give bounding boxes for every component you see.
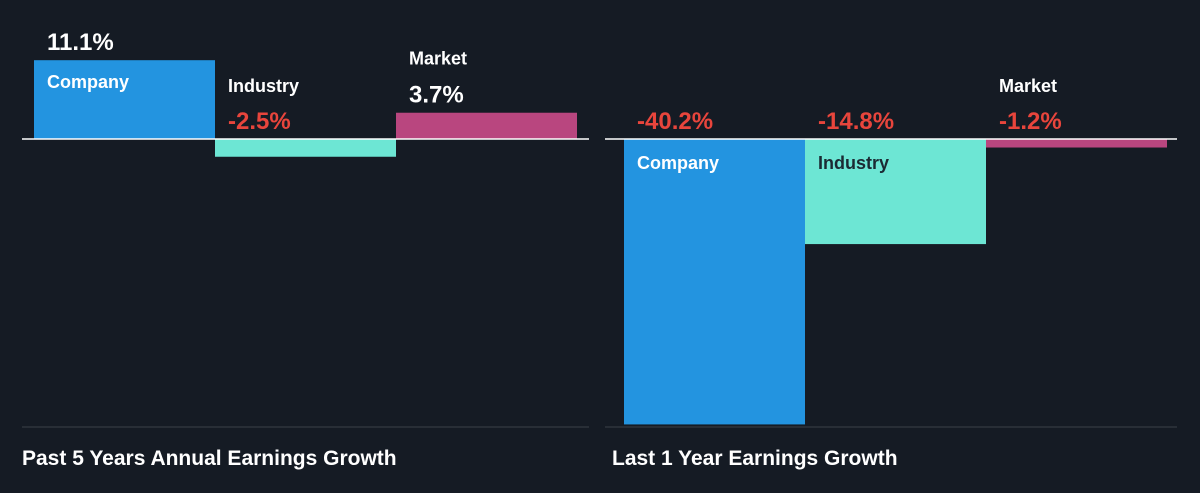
value-label-market: 3.7%	[409, 82, 464, 109]
panel-past-5-years: Company 11.1% Industry -2.5% Market 3.7% Past …	[22, 29, 589, 470]
value-label-industry: -14.8%	[818, 108, 894, 135]
value-label-company: -40.2%	[637, 108, 713, 135]
bar-company	[624, 139, 805, 425]
chart-title-last-1-year: Last 1 Year Earnings Growth	[612, 447, 898, 470]
category-label-company: Company	[637, 153, 719, 173]
chart-title-past-5-years: Past 5 Years Annual Earnings Growth	[22, 447, 397, 470]
value-label-market: -1.2%	[999, 108, 1062, 135]
value-label-company: 11.1%	[47, 29, 114, 56]
category-label-market: Market	[999, 76, 1057, 96]
category-label-industry: Industry	[818, 153, 889, 173]
category-label-market: Market	[409, 49, 467, 69]
bar-market	[396, 112, 577, 139]
bar-market	[986, 139, 1167, 148]
category-label-company: Company	[47, 72, 129, 92]
bar-industry	[215, 139, 396, 157]
category-label-industry: Industry	[228, 76, 299, 96]
value-label-industry: -2.5%	[228, 108, 291, 135]
panel-last-1-year: Company -40.2% Industry -14.8% Market -1.2% La…	[605, 76, 1177, 470]
bar-industry	[805, 139, 986, 245]
bar-company	[34, 60, 215, 139]
